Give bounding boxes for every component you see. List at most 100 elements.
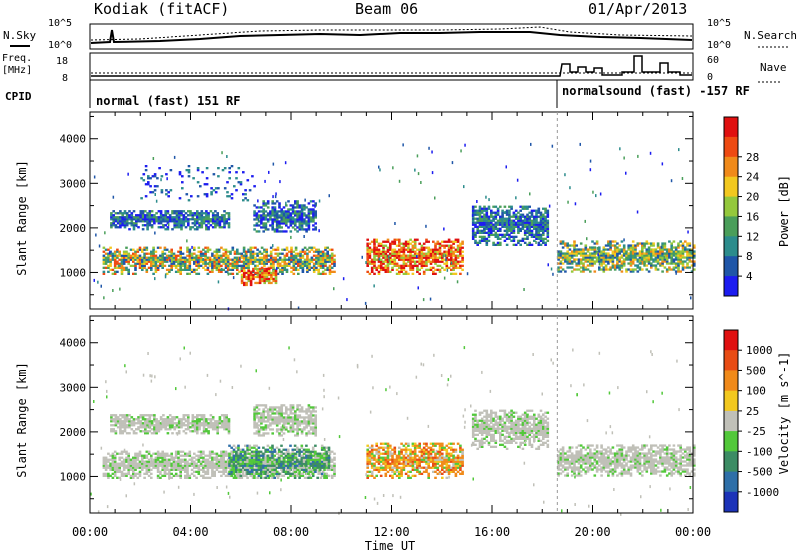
power-cell	[171, 218, 174, 221]
power-cell	[490, 233, 493, 236]
power-cell	[512, 227, 516, 230]
power-cell	[445, 256, 449, 259]
power-cell	[188, 256, 192, 259]
velocity-panel	[89, 315, 696, 516]
power-cell	[245, 281, 248, 285]
power-cell	[222, 258, 225, 261]
velocity-cell	[268, 470, 272, 473]
power-cell	[113, 264, 117, 267]
power-cell	[492, 219, 495, 222]
power-cell	[215, 254, 219, 257]
power-cell	[216, 222, 219, 225]
power-cell	[519, 219, 522, 222]
power-cell	[631, 250, 635, 253]
velocity-cell	[318, 468, 322, 471]
velocity-cell	[113, 454, 117, 457]
power-cell	[629, 252, 633, 255]
power-cell	[487, 205, 491, 208]
power-cell	[485, 227, 489, 230]
velocity-cell	[202, 466, 205, 469]
velocity-cell	[370, 464, 374, 467]
power-cell	[411, 256, 415, 259]
velocity-cell	[241, 460, 245, 463]
power-speckle	[304, 198, 306, 202]
velocity-cell	[190, 458, 194, 461]
power-cell	[514, 225, 518, 228]
power-cell	[441, 254, 444, 257]
power-cell	[184, 212, 188, 215]
power-cell	[577, 258, 581, 261]
power-cell	[157, 220, 161, 223]
power-cell	[645, 254, 649, 257]
power-cell	[659, 250, 662, 253]
velocity-cell	[172, 464, 176, 467]
power-cell	[195, 272, 198, 275]
power-cell	[193, 218, 197, 221]
velocity-cell	[311, 458, 315, 461]
power-cell	[116, 262, 119, 265]
power-cell	[265, 252, 268, 255]
power-cell	[487, 239, 491, 242]
power-cell	[128, 228, 131, 231]
power-cell	[490, 225, 493, 228]
power-cell	[173, 220, 176, 223]
power-cell	[441, 252, 444, 255]
velocity-cell	[330, 450, 334, 453]
power-cell	[281, 258, 284, 261]
velocity-cell	[177, 450, 180, 453]
power-cell	[636, 270, 640, 273]
power-cell	[258, 256, 262, 259]
power-cell	[652, 248, 655, 251]
velocity-cell	[244, 468, 247, 471]
power-cell	[443, 254, 446, 257]
power-cell	[398, 248, 401, 251]
power-cell	[190, 258, 194, 261]
power-cell	[523, 217, 527, 220]
power-cell	[398, 272, 401, 275]
power-cell	[136, 254, 140, 257]
power-speckle	[636, 210, 639, 214]
velocity-cell	[172, 460, 176, 463]
power-cell	[661, 254, 664, 257]
power-cell	[307, 228, 311, 231]
power-cell	[409, 260, 412, 263]
power-cell	[216, 216, 219, 219]
power-cell	[674, 256, 678, 259]
velocity-cell	[273, 468, 276, 471]
power-cell	[307, 202, 311, 205]
power-cell	[663, 248, 667, 251]
power-cell	[593, 270, 597, 273]
power-cell	[152, 248, 155, 251]
velocity-cell	[154, 464, 158, 467]
power-cell	[422, 242, 426, 245]
power-cell	[526, 213, 529, 216]
power-cell	[196, 210, 199, 213]
power-cell	[434, 248, 437, 251]
power-cell	[672, 252, 676, 255]
power-cell	[239, 181, 243, 184]
power-cell	[253, 210, 256, 213]
power-cell	[661, 260, 664, 263]
velocity-cell	[168, 458, 171, 461]
power-cell	[674, 258, 678, 261]
power-cell	[402, 256, 406, 259]
power-cell	[216, 220, 219, 223]
power-cell	[629, 268, 633, 271]
power-cell	[429, 256, 433, 259]
power-cell	[272, 277, 275, 281]
power-cell	[631, 270, 635, 273]
power-cell	[171, 220, 174, 223]
power-cell	[109, 262, 112, 265]
velocity-cell	[314, 464, 317, 467]
power-cell	[242, 171, 245, 174]
velocity-cell	[141, 464, 144, 467]
power-cell	[422, 270, 426, 273]
power-cell	[312, 204, 315, 207]
power-cell	[296, 220, 299, 223]
power-cell	[107, 248, 110, 251]
velocity-cell	[224, 466, 228, 469]
velocity-cell	[147, 468, 151, 471]
power-cell	[505, 223, 509, 226]
power-cell	[208, 258, 212, 261]
power-cell	[672, 260, 676, 263]
